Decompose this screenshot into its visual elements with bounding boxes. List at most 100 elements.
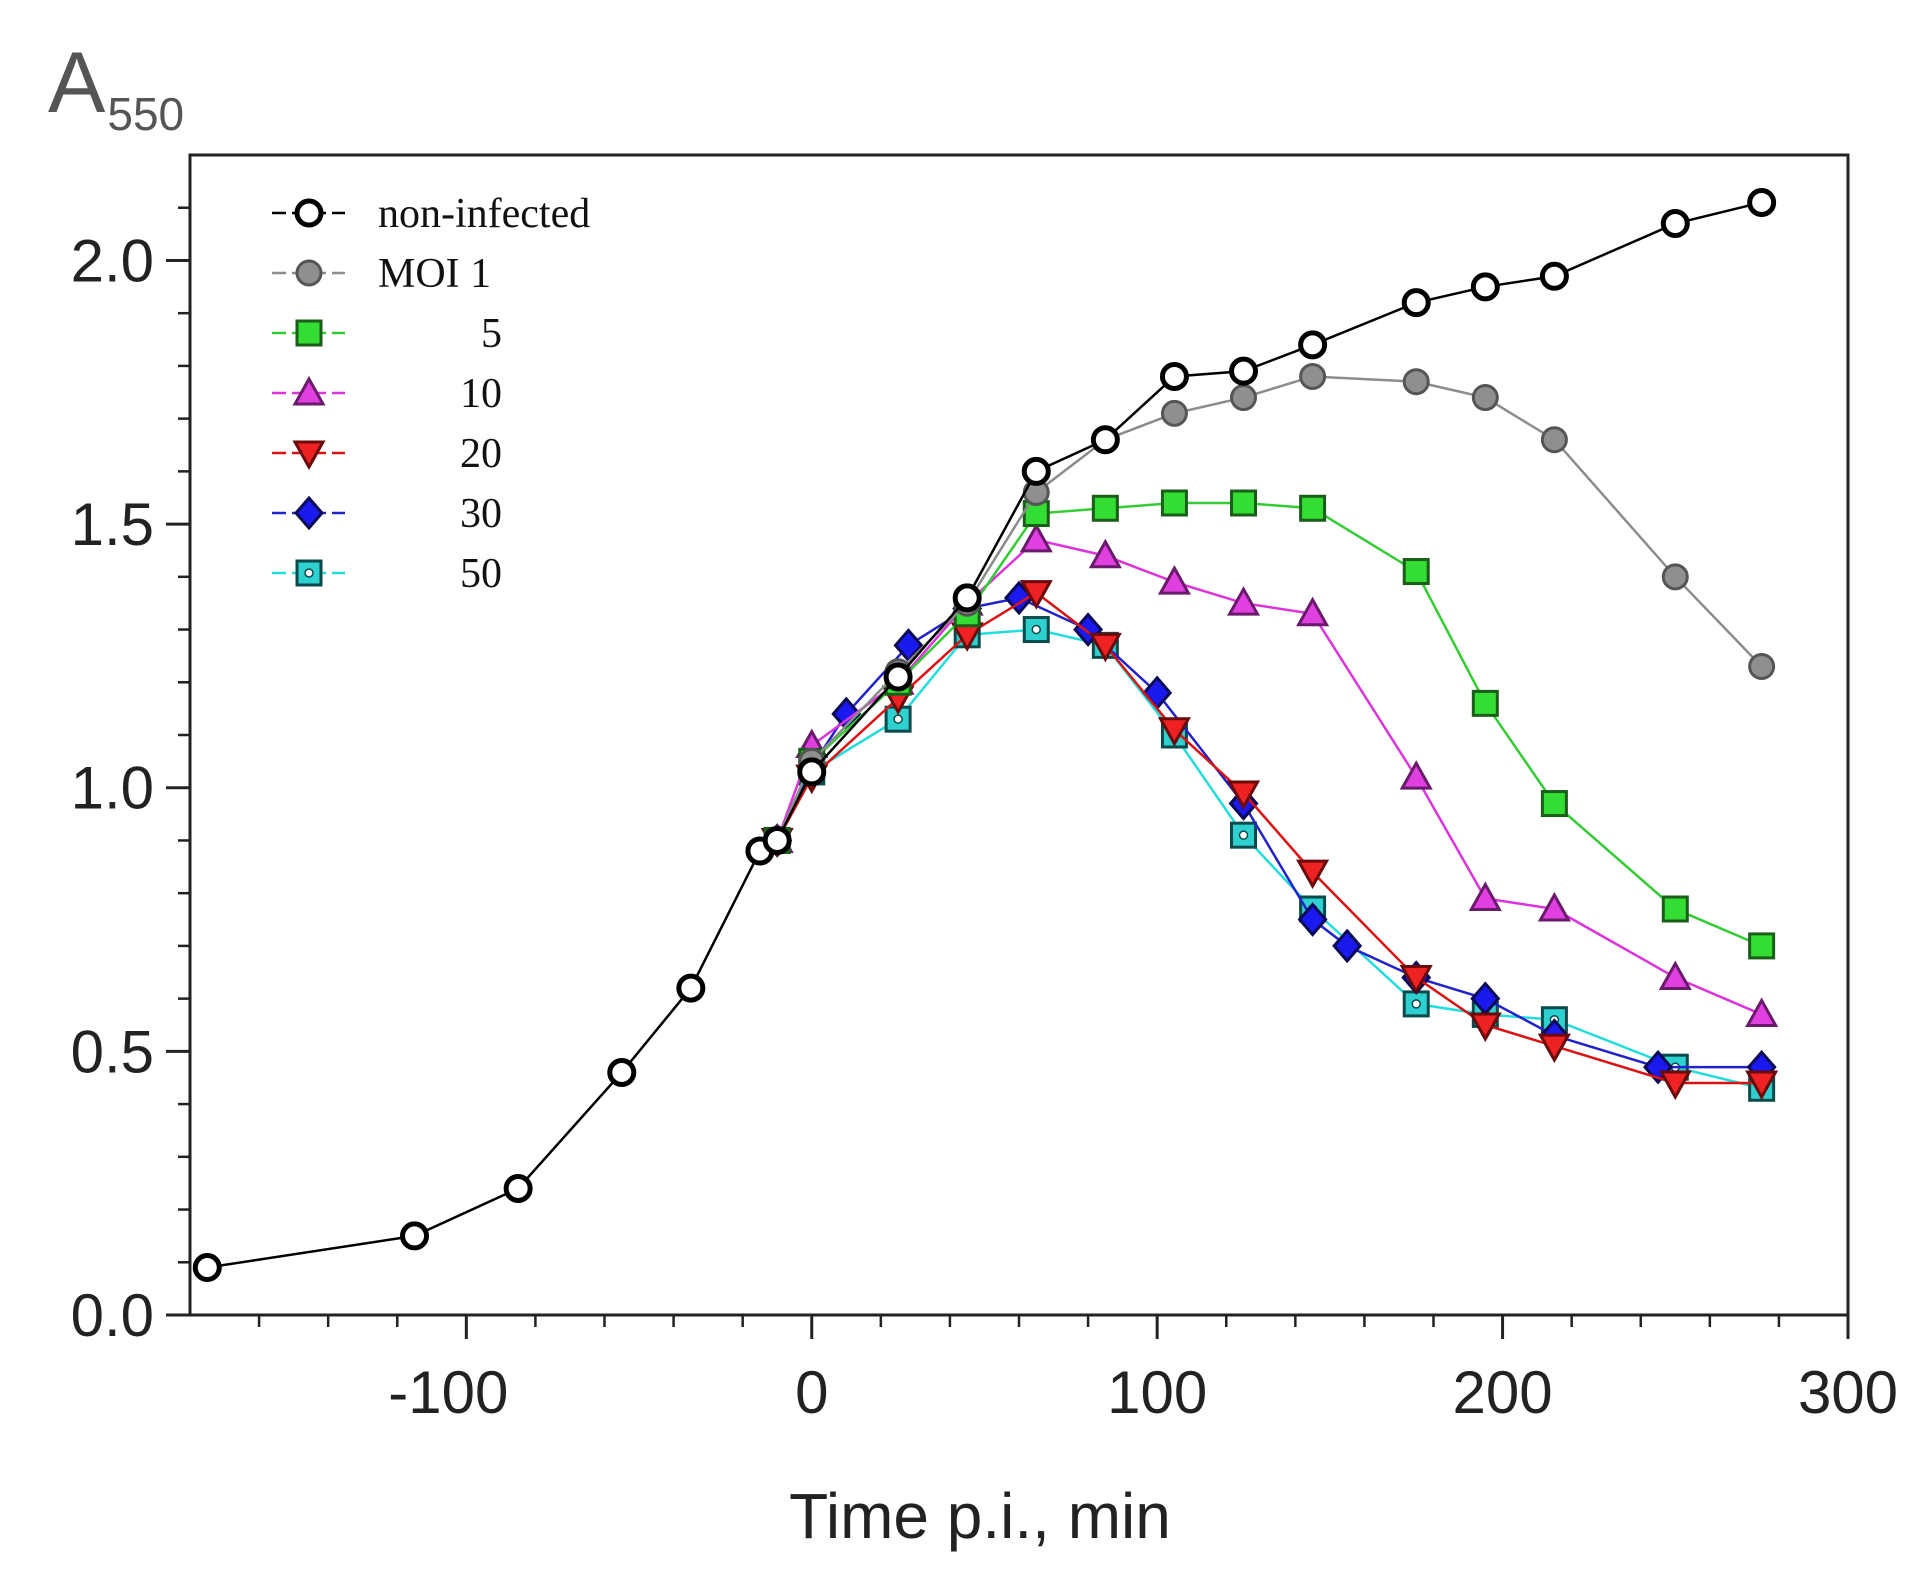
- data-point-moi-10: [1537, 891, 1571, 922]
- data-point-non-infected: [1021, 456, 1051, 486]
- marker-center-dot: [1238, 830, 1249, 840]
- x-axis-title: Time p.i., min: [789, 1480, 1171, 1552]
- legend-entry-moi-10: 10: [272, 371, 502, 417]
- legend-entry-non-infected: non-infected: [272, 191, 590, 237]
- data-point-moi-10: [1088, 538, 1122, 569]
- x-tick-label: 100: [1107, 1359, 1207, 1426]
- data-point-moi-50: [1230, 821, 1258, 849]
- y-tick-label: 0.0: [71, 1282, 154, 1349]
- data-point-moi-20: [1658, 1070, 1692, 1101]
- y-tick-label: 0.5: [71, 1018, 154, 1085]
- x-tick-label: 300: [1798, 1359, 1898, 1426]
- data-point-non-infected: [1159, 361, 1189, 391]
- data-point-moi-1: [1661, 563, 1689, 591]
- data-point-moi-1: [1471, 384, 1499, 412]
- data-point-non-infected: [676, 973, 706, 1003]
- data-point-non-infected: [952, 583, 982, 613]
- data-point-moi-10: [1296, 596, 1330, 627]
- legend-marker: [295, 559, 323, 587]
- y-axis-label: A550: [48, 35, 184, 140]
- legend-label: 20: [460, 431, 502, 477]
- series-line-moi-1: [776, 375, 1763, 841]
- data-point-moi-20: [1157, 717, 1191, 747]
- marker-center-dot: [893, 714, 903, 724]
- marker-center-dot: [304, 568, 314, 578]
- legend-entry-moi-5: 5: [272, 311, 502, 357]
- data-point-moi-20: [1745, 1070, 1779, 1101]
- legend-marker: [292, 440, 326, 471]
- data-point-non-infected: [1090, 425, 1120, 455]
- y-tick-label: 2.0: [71, 227, 154, 294]
- data-point-non-infected: [1298, 330, 1328, 360]
- marker-center-dot: [1411, 999, 1421, 1009]
- series-group: [192, 187, 1779, 1283]
- legend-label: MOI 1: [378, 251, 491, 297]
- series-line-non-infected: [207, 201, 1762, 1269]
- data-point-moi-10: [1157, 565, 1191, 595]
- legend-label: 10: [460, 371, 502, 417]
- legend-marker: [294, 198, 324, 228]
- data-point-moi-20: [1019, 580, 1053, 610]
- data-point-moi-50: [1402, 990, 1430, 1018]
- data-point-moi-20: [1088, 632, 1122, 663]
- legend-entry-moi-1: MOI 1: [272, 251, 491, 297]
- data-point-moi-5: [1540, 790, 1568, 818]
- data-point-non-infected: [607, 1057, 637, 1087]
- y-axis-label-main: A: [48, 35, 106, 131]
- data-point-moi-10: [1019, 522, 1053, 553]
- data-point-non-infected: [1229, 356, 1259, 386]
- plot-frame: [188, 153, 1850, 1317]
- legend: non-infected MOI 1 5 10 20 30 50: [272, 191, 590, 597]
- marker-square: [295, 559, 323, 587]
- data-point-moi-10: [1658, 960, 1692, 991]
- data-point-moi-5: [1661, 895, 1689, 923]
- legend-marker: [295, 259, 323, 287]
- series-line-moi-10: [776, 538, 1763, 1016]
- data-point-moi-1: [1299, 362, 1327, 390]
- data-point-non-infected: [1539, 261, 1569, 291]
- data-point-moi-10: [1399, 760, 1433, 790]
- data-point-moi-20: [1537, 1033, 1571, 1064]
- y-axis-label-subscript: 550: [107, 88, 184, 140]
- data-point-moi-30: [1297, 902, 1328, 937]
- y-tick-label: 1.5: [71, 491, 154, 558]
- axes-group: -100 0 100 200 300 0.0 0.5 1.0 1.5 2.0: [71, 153, 1898, 1426]
- legend-entry-moi-20: 20: [272, 431, 502, 477]
- data-point-moi-5: [1091, 494, 1119, 522]
- legend-label: non-infected: [378, 191, 590, 237]
- data-point-moi-10: [1226, 586, 1261, 616]
- marker-center-dot: [1031, 624, 1042, 635]
- data-point-moi-5: [1402, 558, 1430, 586]
- series-moi-10: [760, 522, 1779, 1027]
- data-point-non-infected: [503, 1173, 533, 1203]
- legend-marker: [295, 319, 323, 347]
- data-point-non-infected: [1747, 187, 1777, 217]
- y-tick-label: 1.0: [71, 755, 154, 822]
- data-point-moi-1: [1160, 399, 1188, 427]
- data-point-moi-30: [1332, 928, 1363, 964]
- series-moi-1: [763, 362, 1776, 854]
- data-point-moi-20: [1226, 780, 1261, 811]
- data-point-non-infected: [1401, 288, 1431, 318]
- legend-label: 30: [460, 491, 502, 537]
- data-point-non-infected: [400, 1221, 430, 1251]
- data-point-moi-1: [1748, 652, 1776, 680]
- data-point-moi-5: [1471, 689, 1499, 717]
- data-point-moi-50: [1022, 616, 1050, 644]
- data-point-moi-1: [1230, 384, 1258, 412]
- legend-entry-moi-30: 30: [272, 491, 502, 537]
- series-non-infected: [192, 187, 1777, 1283]
- series-moi-5: [763, 489, 1776, 960]
- data-point-non-infected: [1660, 209, 1690, 239]
- data-point-moi-5: [1230, 489, 1258, 517]
- x-tick-label: 0: [795, 1359, 828, 1426]
- data-point-moi-5: [1748, 932, 1776, 960]
- data-point-non-infected: [762, 825, 792, 855]
- data-point-moi-10: [1745, 997, 1779, 1027]
- data-point-non-infected: [883, 662, 913, 692]
- data-point-non-infected: [797, 757, 827, 787]
- data-point-moi-10: [1468, 881, 1502, 911]
- data-point-moi-20: [1399, 965, 1433, 995]
